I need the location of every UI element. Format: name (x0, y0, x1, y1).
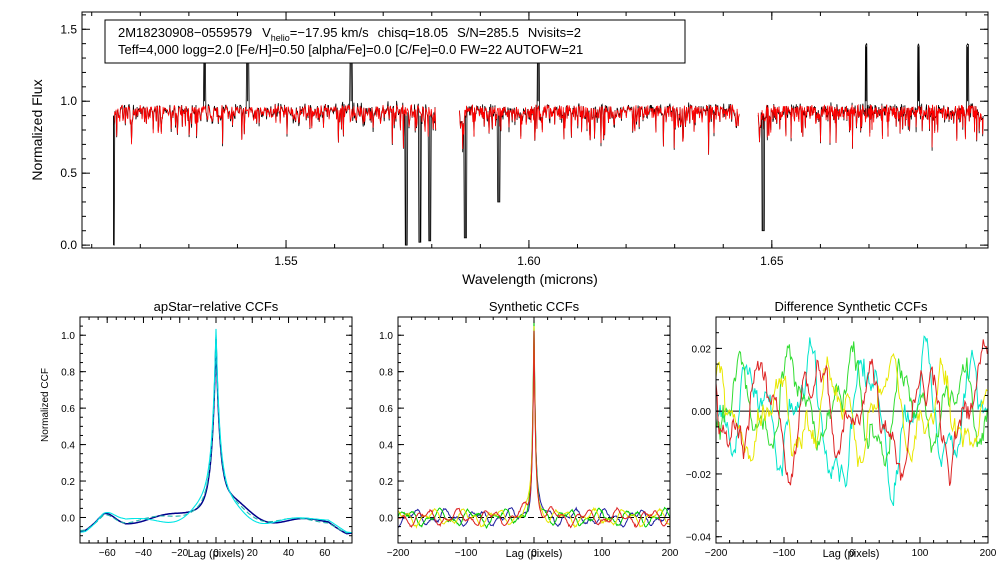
model-spectrum-line (459, 104, 740, 155)
spectrum-panel: 1.55 1.60 1.65 0.0 0.5 1.0 1.5 Wavelength (mic… (29, 11, 989, 287)
x-tick-label: −100 (773, 548, 796, 559)
x-tick-label: 100 (594, 548, 611, 559)
stellar-params: Teff=4,000 logg=2.0 [Fe/H]=0.50 [alpha/F… (118, 42, 583, 57)
annotation-line-1: 2M18230908−0559579 Vhelio=−17.95 km/s chis… (118, 25, 581, 43)
synthetic-ccf-line (397, 326, 671, 529)
y-tick-label: 0.4 (379, 441, 393, 452)
y-tick-label: 1.0 (379, 331, 393, 342)
spectrum-annotation: 2M18230908−0559579 Vhelio=−17.95 km/s chis… (104, 19, 686, 64)
y-tick-label: 0.8 (61, 368, 75, 379)
y-tick-label: 0.6 (379, 404, 393, 415)
y-tick-label: 0.8 (379, 368, 393, 379)
difference-ccf-ticks: −200 −100 0 100 200 −0.04 −0.02 0.00 0.02 (686, 317, 997, 559)
x-tick-label: −20 (171, 548, 188, 559)
y-tick-label: 0.6 (61, 404, 75, 415)
y-tick-label: 0.02 (692, 344, 712, 355)
observed-spectrum-line (459, 42, 740, 239)
synthetic-ccf-x-label: Lag (pixels) (506, 548, 563, 560)
x-tick-label: 20 (247, 548, 259, 559)
x-tick-label: −200 (387, 548, 410, 559)
y-tick-label: 0.2 (379, 477, 393, 488)
spectrum-plot-area (113, 42, 984, 246)
y-tick-label: 1.0 (61, 331, 75, 342)
vhelio-label: V (262, 25, 271, 40)
difference-ccf-plot-area (715, 335, 988, 506)
difference-ccf-line (715, 335, 988, 506)
y-tick-label: 0.5 (60, 166, 77, 180)
star-id: 2M18230908−0559579 (118, 25, 252, 40)
x-tick-label: 1.60 (517, 254, 541, 268)
synthetic-ccf-panel: Synthetic CCFs −200 −100 0 100 200 0.0 0.2 0.4 0… (379, 299, 679, 560)
difference-ccf-line (715, 341, 988, 467)
y-tick-label: −0.02 (686, 470, 712, 481)
difference-ccf-title: Difference Synthetic CCFs (775, 299, 928, 314)
apstar-ccf-x-label: Lag (pixels) (188, 548, 245, 560)
y-tick-label: 1.5 (60, 22, 77, 36)
chisq: chisq=18.05 (378, 25, 448, 40)
x-tick-label: 0 (531, 548, 537, 559)
difference-ccf-panel: Difference Synthetic CCFs −200 −100 0 100 20… (686, 299, 997, 560)
y-tick-label: 0.4 (61, 441, 75, 452)
synthetic-ccf-line (397, 330, 671, 529)
apstar-ccf-plot-area (79, 328, 353, 535)
spectrum-y-label: Normalized Flux (29, 79, 45, 180)
apstar-ccf-panel: apStar−relative CCFs −60 −40 −20 0 20 40 60 0.0… (40, 299, 353, 560)
nvisits: Nvisits=2 (528, 25, 581, 40)
y-tick-label: 0.0 (61, 513, 75, 524)
model-spectrum-line (113, 104, 437, 149)
spectrum-ticks: 1.55 1.60 1.65 0.0 0.5 1.0 1.5 (60, 12, 988, 268)
apstar-ccf-title: apStar−relative CCFs (154, 299, 279, 314)
annotation-box (104, 19, 686, 64)
y-tick-label: 0.2 (61, 477, 75, 488)
x-tick-label: −100 (455, 548, 478, 559)
x-tick-label: 0 (213, 548, 219, 559)
x-tick-label: −60 (99, 548, 116, 559)
vhelio-value: =−17.95 km/s (290, 25, 369, 40)
synthetic-ccf-plot-area (397, 317, 671, 529)
x-tick-label: 1.65 (760, 254, 784, 268)
x-tick-label: 1.55 (274, 254, 298, 268)
observed-spectrum-line (757, 43, 984, 232)
ccf-series-line (79, 334, 353, 534)
y-tick-label: 0.0 (379, 513, 393, 524)
x-tick-label: 200 (662, 548, 679, 559)
vhelio-subscript: helio (271, 33, 290, 43)
ccf-series-line (79, 338, 353, 535)
ccf-series-line (79, 328, 352, 534)
apstar-ccf-ticks: −60 −40 −20 0 20 40 60 0.0 0.2 0.4 0.6 0.8 1.0 (61, 317, 353, 559)
spectrum-x-label: Wavelength (microns) (462, 271, 598, 287)
synthetic-ccf-title: Synthetic CCFs (489, 299, 580, 314)
y-tick-label: 1.0 (60, 94, 77, 108)
y-tick-label: 0.0 (60, 238, 77, 252)
x-tick-label: 100 (912, 548, 929, 559)
observed-spectrum-line (113, 42, 437, 246)
y-tick-label: 0.00 (692, 407, 712, 418)
x-tick-label: −40 (135, 548, 152, 559)
signal-to-noise: S/N=285.5 (457, 25, 519, 40)
x-tick-label: 200 (980, 548, 997, 559)
x-tick-label: −200 (705, 548, 728, 559)
x-tick-label: 0 (849, 548, 855, 559)
difference-ccf-line (715, 339, 988, 486)
x-tick-label: 60 (319, 548, 331, 559)
apstar-ccf-y-label: Normalized CCF (40, 368, 51, 442)
x-tick-label: 40 (283, 548, 295, 559)
model-spectrum-line (757, 103, 984, 149)
y-tick-label: −0.04 (686, 533, 712, 544)
difference-ccf-x-label: Lag (pixels) (823, 548, 880, 560)
difference-ccf-line (715, 352, 988, 467)
synthetic-ccf-ticks: −200 −100 0 100 200 0.0 0.2 0.4 0.6 0.8 1.0 (379, 317, 679, 559)
